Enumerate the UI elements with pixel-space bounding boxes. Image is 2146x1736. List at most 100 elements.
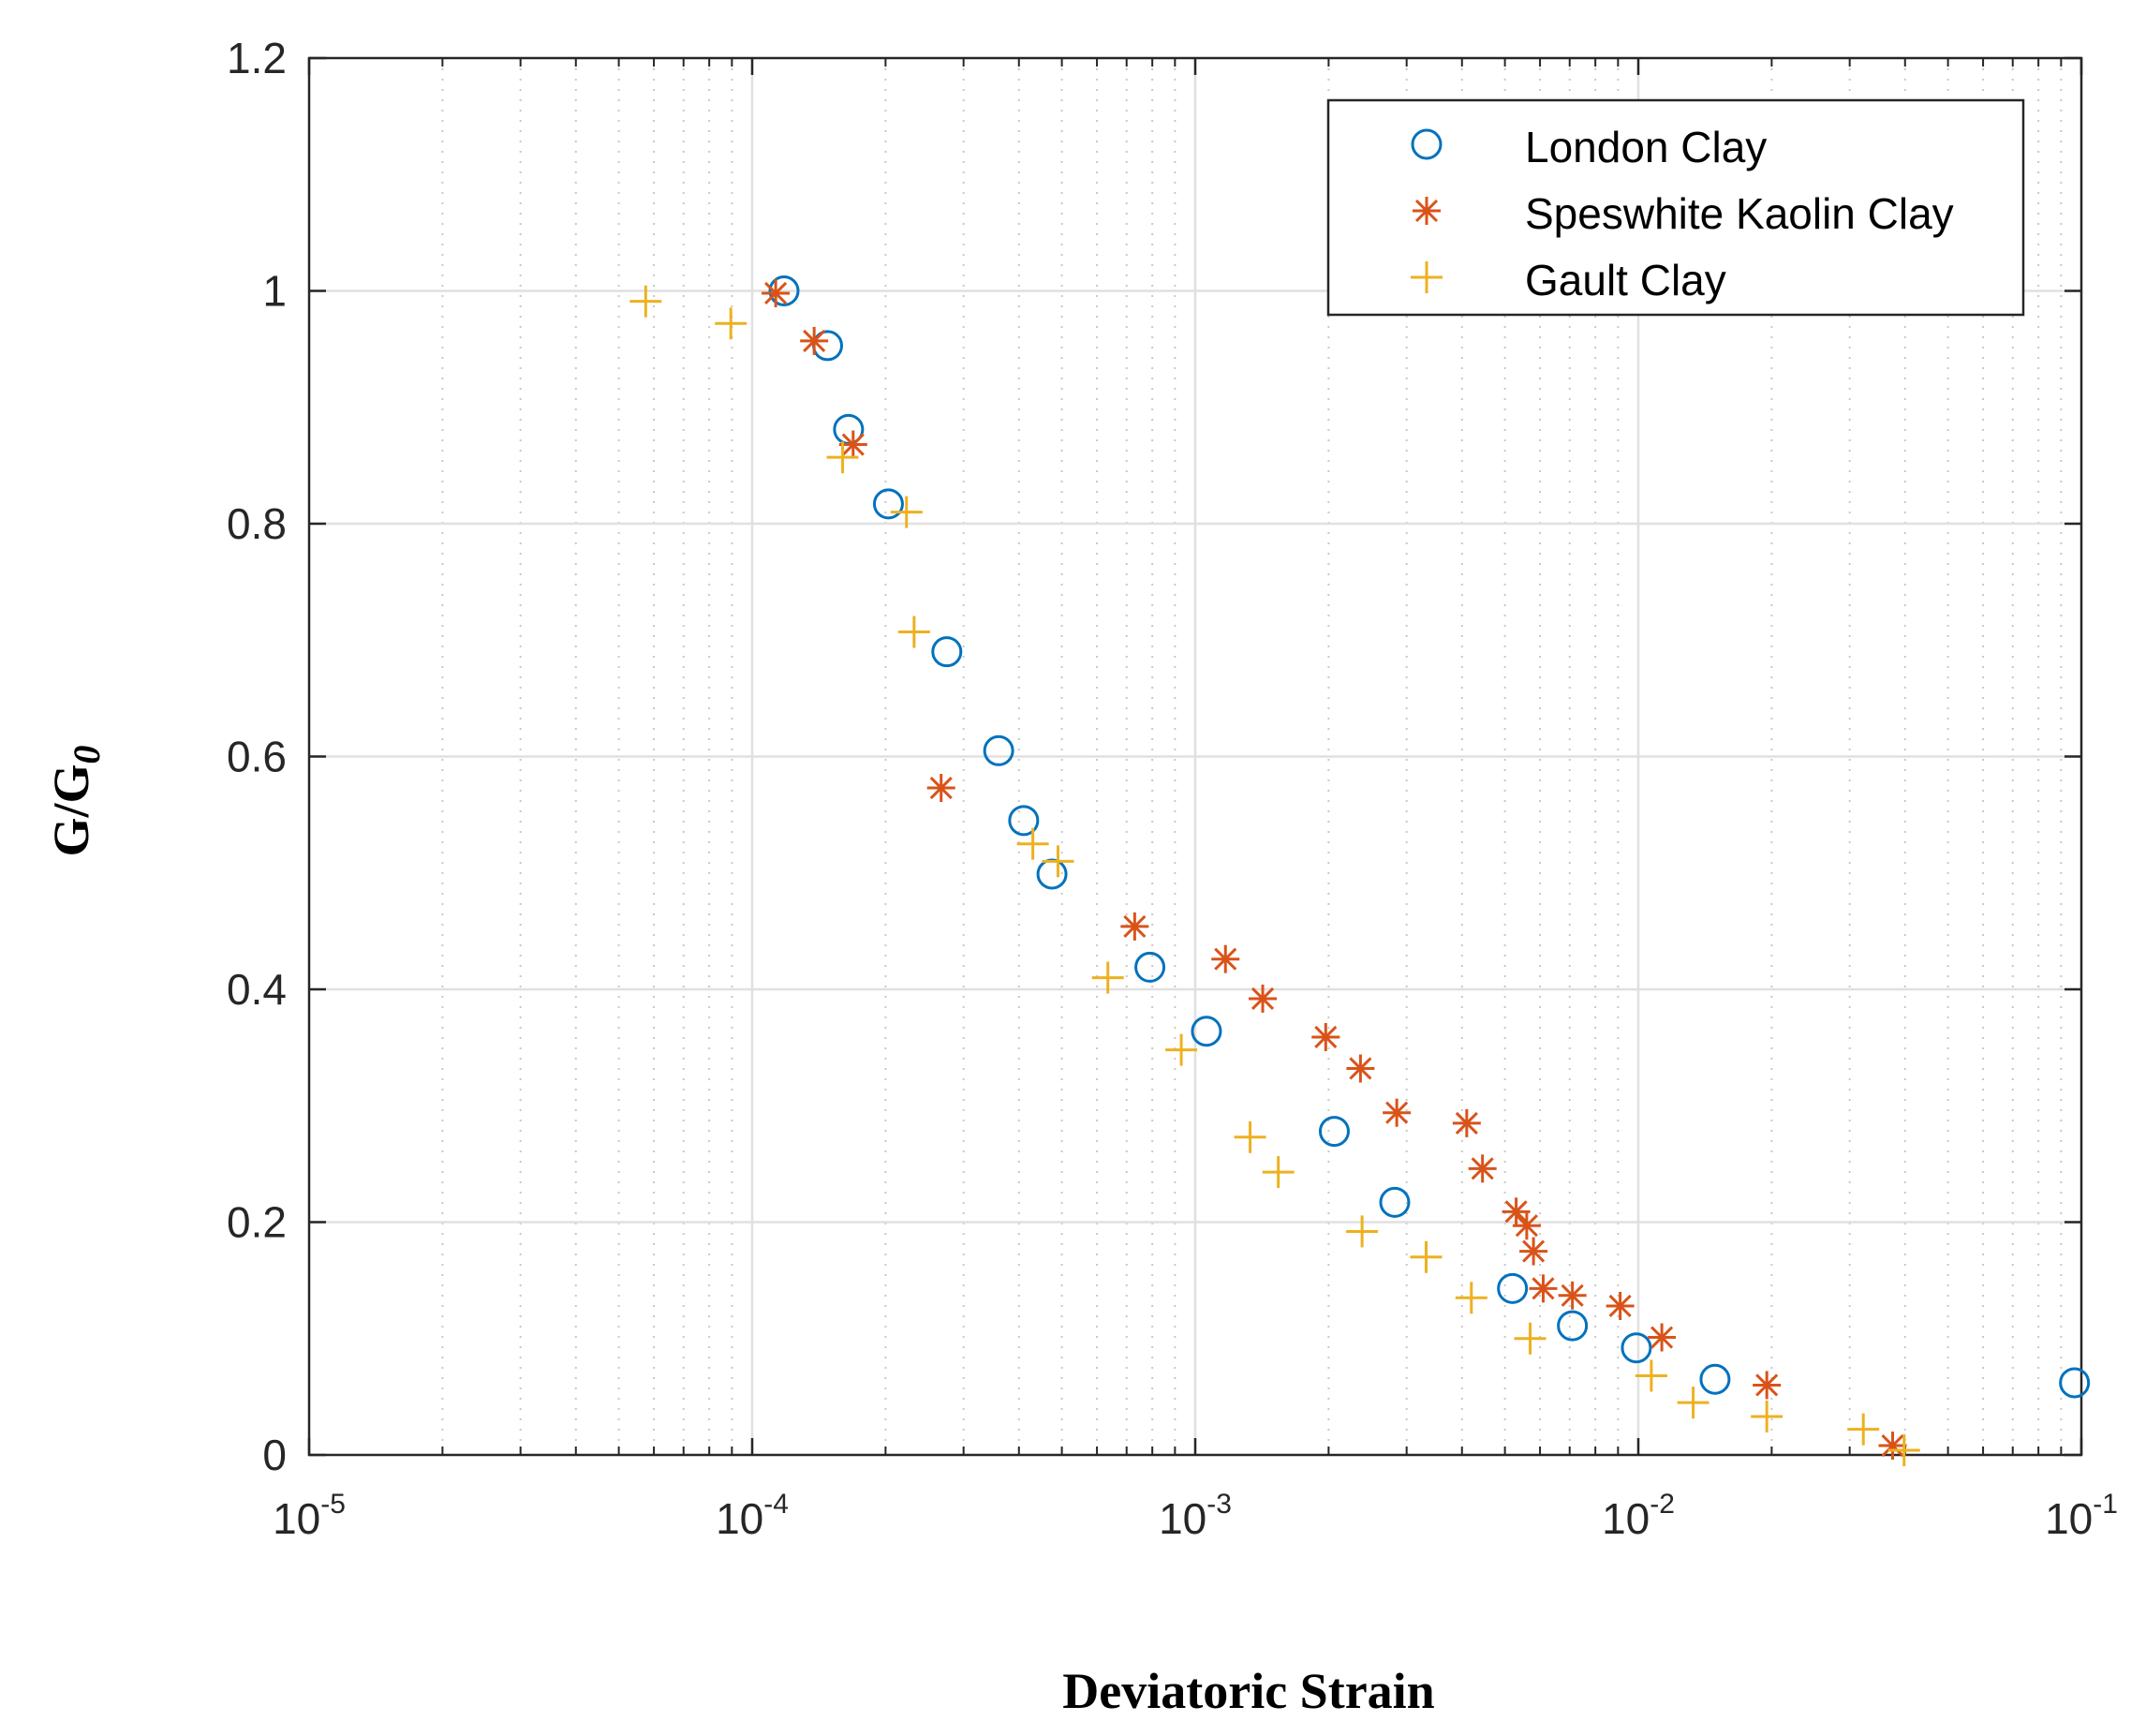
legend-label-london-clay: London Clay — [1525, 123, 1767, 171]
tick-marks — [307, 56, 2083, 1457]
legend-label-speswhite-kaolin-clay: Speswhite Kaolin Clay — [1525, 189, 1954, 238]
data-point-london-clay — [1557, 1310, 1589, 1342]
x-tick-base: 10 — [716, 1494, 763, 1543]
x-tick-label: 10-2 — [1602, 1489, 1675, 1543]
series-speswhite-kaolin-clay — [762, 278, 1907, 1461]
legend-box — [1326, 98, 2025, 317]
data-point-speswhite-kaolin-clay-stroke-d2 — [1650, 1326, 1674, 1349]
data-point-london-clay — [1134, 951, 1166, 983]
data-point-london-clay — [2059, 1367, 2091, 1399]
y-axis-title-subscript: 0 — [66, 745, 108, 764]
data-point-gault-clay — [1751, 1400, 1783, 1432]
data-point-speswhite-kaolin-clay-stroke-d2 — [1608, 1294, 1632, 1318]
x-tick-exponent: -1 — [2093, 1489, 2118, 1520]
data-point-speswhite-kaolin-clay-stroke-d2 — [1349, 1057, 1372, 1080]
data-point-gault-clay — [890, 496, 923, 528]
legend-marker-speswhite-kaolin-clay — [1413, 197, 1441, 225]
y-tick-label: 1 — [262, 267, 287, 316]
x-tick-label: 10-4 — [716, 1489, 789, 1543]
data-point-speswhite-kaolin-clay-stroke-d2 — [1314, 1025, 1338, 1049]
x-tick-base: 10 — [273, 1494, 320, 1543]
data-point-london-clay — [1191, 1016, 1222, 1047]
data-point-speswhite-kaolin-clay — [1558, 1281, 1587, 1310]
data-point-london-clay — [931, 636, 963, 668]
y-axis-title-main: G/G — [43, 764, 99, 856]
y-axis-title: G/G0 — [43, 745, 108, 856]
y-tick-label: 0 — [262, 1431, 287, 1479]
data-point-speswhite-kaolin-clay — [838, 430, 867, 459]
x-axis-title: Deviatoric Strain — [1062, 1663, 1434, 1719]
legend-marker-gault-clay — [1411, 261, 1443, 293]
x-tick-exponent: -5 — [320, 1489, 346, 1520]
x-tick-labels: 10-5 10-4 10-3 10-2 10-1 — [273, 1489, 2118, 1543]
x-tick-base: 10 — [2045, 1494, 2093, 1543]
data-point-gault-clay — [1346, 1215, 1379, 1248]
data-point-london-clay — [1008, 805, 1040, 837]
data-point-speswhite-kaolin-clay — [1468, 1154, 1497, 1183]
data-point-speswhite-kaolin-clay-stroke-d2 — [1251, 987, 1275, 1011]
data-point-speswhite-kaolin-clay-stroke-d2 — [1214, 947, 1237, 971]
data-point-gault-clay — [1042, 845, 1074, 878]
x-tick-base: 10 — [1602, 1494, 1650, 1543]
data-point-speswhite-kaolin-clay-stroke-d2 — [1123, 914, 1147, 938]
data-point-speswhite-kaolin-clay-stroke-d2 — [1471, 1157, 1494, 1180]
x-tick-base: 10 — [1159, 1494, 1206, 1543]
data-point-speswhite-kaolin-clay — [1346, 1054, 1375, 1083]
y-tick-labels: 0 0.2 0.4 0.6 0.8 1 1.2 — [227, 34, 287, 1479]
data-point-speswhite-kaolin-clay — [926, 774, 955, 803]
data-point-gault-clay — [715, 307, 747, 340]
data-point-speswhite-kaolin-clay — [762, 278, 791, 307]
data-point-london-clay — [1318, 1116, 1350, 1148]
data-point-speswhite-kaolin-clay — [1529, 1274, 1558, 1303]
data-point-speswhite-kaolin-clay — [800, 326, 829, 355]
data-point-speswhite-kaolin-clay-stroke-d2 — [1522, 1239, 1546, 1263]
data-point-speswhite-kaolin-clay — [1519, 1237, 1548, 1266]
data-point-speswhite-kaolin-clay-stroke-d2 — [1515, 1214, 1538, 1238]
data-point-speswhite-kaolin-clay — [1606, 1291, 1635, 1320]
data-point-london-clay — [872, 488, 904, 520]
y-tick-label: 0.2 — [227, 1198, 287, 1247]
data-point-speswhite-kaolin-clay-stroke-d2 — [1504, 1200, 1528, 1224]
data-point-london-clay — [768, 275, 800, 306]
data-point-speswhite-kaolin-clay-stroke-d2 — [1455, 1111, 1478, 1135]
data-point-speswhite-kaolin-clay-stroke-d2 — [1532, 1277, 1555, 1300]
data-point-speswhite-kaolin-clay — [1452, 1108, 1481, 1137]
data-point-gault-clay — [1262, 1156, 1295, 1189]
data-point-gault-clay — [1847, 1413, 1880, 1446]
y-tick-label: 1.2 — [227, 34, 287, 82]
data-point-speswhite-kaolin-clay — [1512, 1211, 1541, 1240]
legend-label-gault-clay: Gault Clay — [1525, 256, 1726, 304]
data-point-speswhite-kaolin-clay-stroke-d2 — [1755, 1373, 1779, 1397]
data-point-speswhite-kaolin-clay — [1311, 1022, 1340, 1051]
data-point-speswhite-kaolin-clay — [1383, 1098, 1412, 1127]
y-tick-label: 0.4 — [227, 965, 287, 1014]
data-point-speswhite-kaolin-clay-stroke-d2 — [1561, 1283, 1584, 1307]
y-tick-label: 0.6 — [227, 733, 287, 781]
data-point-gault-clay — [1016, 827, 1049, 860]
data-point-gault-clay — [629, 285, 662, 318]
y-tick-label: 0.8 — [227, 499, 287, 548]
data-point-gault-clay — [1091, 961, 1124, 994]
x-tick-label: 10-5 — [273, 1489, 346, 1543]
x-tick-label: 10-1 — [2045, 1489, 2118, 1543]
data-point-speswhite-kaolin-clay — [1120, 912, 1149, 941]
data-point-speswhite-kaolin-clay — [1753, 1371, 1782, 1400]
data-point-speswhite-kaolin-clay — [1878, 1432, 1907, 1461]
data-point-speswhite-kaolin-clay-stroke-d2 — [764, 281, 788, 305]
data-point-gault-clay — [1887, 1434, 1920, 1467]
data-point-speswhite-kaolin-clay-stroke-d2 — [1881, 1433, 1904, 1458]
data-point-london-clay — [1497, 1272, 1529, 1304]
x-tick-exponent: -3 — [1206, 1489, 1232, 1520]
legend-markers — [1411, 128, 1443, 293]
data-point-london-clay — [983, 734, 1014, 766]
data-point-speswhite-kaolin-clay — [1211, 944, 1240, 973]
data-point-gault-clay — [1234, 1120, 1266, 1153]
data-point-speswhite-kaolin-clay-stroke-d2 — [841, 433, 865, 456]
x-tick-label: 10-3 — [1159, 1489, 1232, 1543]
data-point-london-clay — [1621, 1332, 1652, 1364]
legend-marker-speswhite-kaolin-clay-stroke-d2 — [1414, 199, 1439, 223]
data-point-london-clay — [1699, 1363, 1731, 1395]
data-point-gault-clay — [826, 441, 859, 474]
data-point-gault-clay — [1165, 1033, 1198, 1066]
data-point-gault-clay — [1514, 1322, 1547, 1355]
